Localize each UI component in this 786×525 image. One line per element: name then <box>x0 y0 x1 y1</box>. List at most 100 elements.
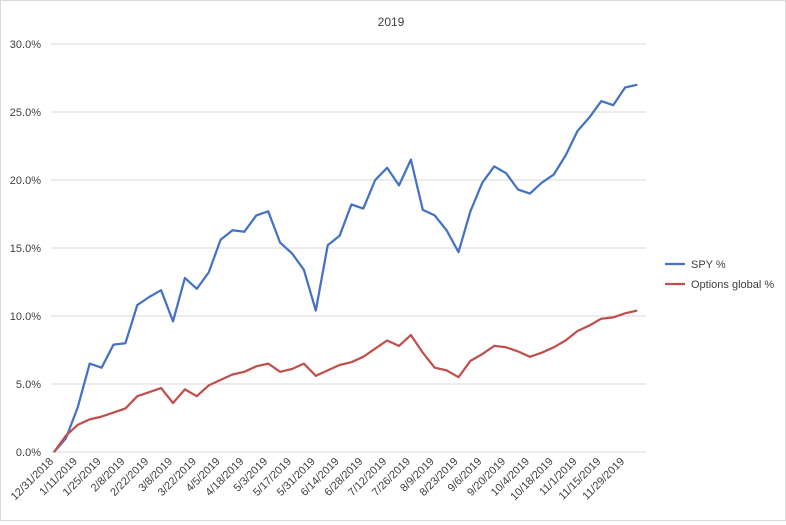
data-point <box>636 84 638 86</box>
y-tick-label: 5.0% <box>16 379 41 391</box>
data-point <box>53 451 55 453</box>
data-point <box>612 104 614 106</box>
data-point <box>196 288 198 290</box>
data-point <box>386 339 388 342</box>
data-point <box>576 330 579 332</box>
data-point <box>469 360 472 362</box>
data-point <box>112 343 115 346</box>
data-point <box>77 406 79 408</box>
data-point <box>553 346 555 348</box>
data-point <box>350 203 353 206</box>
data-point <box>267 363 269 365</box>
y-tick-label: 25.0% <box>10 107 41 119</box>
y-tick-label: 20.0% <box>10 175 41 187</box>
data-point <box>124 407 126 410</box>
data-point <box>124 342 126 344</box>
y-tick-label: 10.0% <box>10 311 41 323</box>
data-point <box>65 435 67 437</box>
data-point <box>374 348 376 350</box>
data-point <box>517 188 519 191</box>
data-point <box>291 368 293 370</box>
data-point <box>255 365 257 367</box>
data-point <box>65 437 67 439</box>
data-point <box>422 352 424 354</box>
data-point <box>588 116 591 119</box>
data-point <box>612 316 614 318</box>
data-point <box>600 100 602 102</box>
data-point <box>481 353 483 355</box>
data-point <box>446 369 448 371</box>
data-point <box>362 207 364 210</box>
data-point <box>219 239 222 241</box>
data-point <box>553 173 555 176</box>
data-point <box>303 363 305 365</box>
data-point <box>481 182 483 184</box>
y-tick-label: 30.0% <box>10 39 41 51</box>
data-point <box>184 277 186 279</box>
data-point <box>517 350 519 352</box>
data-point <box>565 339 567 342</box>
data-point <box>160 289 162 291</box>
data-point <box>208 271 210 274</box>
data-point <box>588 324 591 327</box>
series-line-0 <box>53 83 638 453</box>
data-point <box>112 411 115 414</box>
data-point <box>327 244 329 246</box>
data-point <box>160 387 162 389</box>
data-point <box>624 86 626 89</box>
data-point <box>243 231 245 233</box>
data-point <box>100 367 103 369</box>
data-point <box>196 395 198 397</box>
data-point <box>600 318 602 320</box>
y-tick-label: 15.0% <box>10 243 41 255</box>
data-point <box>100 416 103 418</box>
series-lines <box>53 83 638 453</box>
data-point <box>529 193 531 195</box>
series-line-1 <box>53 309 638 453</box>
data-point <box>469 210 472 212</box>
data-point <box>410 159 412 161</box>
data-point <box>89 418 91 420</box>
data-point <box>362 356 364 358</box>
data-point <box>541 352 543 354</box>
data-point <box>505 172 507 174</box>
y-tick-label: 0.0% <box>16 447 41 459</box>
data-point <box>386 167 388 169</box>
data-point <box>398 345 400 347</box>
data-point <box>398 184 400 187</box>
data-point <box>243 371 245 373</box>
data-point <box>303 269 305 271</box>
data-point <box>493 345 495 347</box>
x-axis: 12/31/20181/11/20191/25/20192/8/20192/22… <box>9 451 646 503</box>
data-point <box>422 209 424 211</box>
data-point <box>255 214 257 216</box>
data-point <box>434 367 436 369</box>
data-point <box>172 320 174 323</box>
y-axis: 0.0% 5.0% 10.0% 15.0% 20.0% 25.0% 30.0% <box>10 39 41 459</box>
data-point <box>231 373 234 376</box>
data-point <box>493 165 495 167</box>
legend-label: Options global % <box>691 279 774 291</box>
data-point <box>529 356 531 358</box>
data-point <box>338 235 341 237</box>
data-point <box>267 210 269 212</box>
data-point <box>565 154 567 157</box>
data-point <box>136 304 138 306</box>
data-point <box>457 251 460 253</box>
data-point <box>457 376 460 378</box>
data-point <box>338 364 341 366</box>
data-point <box>327 369 329 371</box>
data-point <box>291 252 293 255</box>
gridlines <box>51 43 646 453</box>
data-point <box>636 309 638 312</box>
data-point <box>434 214 436 216</box>
data-point <box>350 361 353 363</box>
legend: SPY % Options global % <box>665 259 774 291</box>
data-point <box>231 229 234 231</box>
data-point <box>410 334 412 336</box>
data-point <box>541 182 543 184</box>
data-point <box>184 388 186 391</box>
data-point <box>148 391 150 393</box>
